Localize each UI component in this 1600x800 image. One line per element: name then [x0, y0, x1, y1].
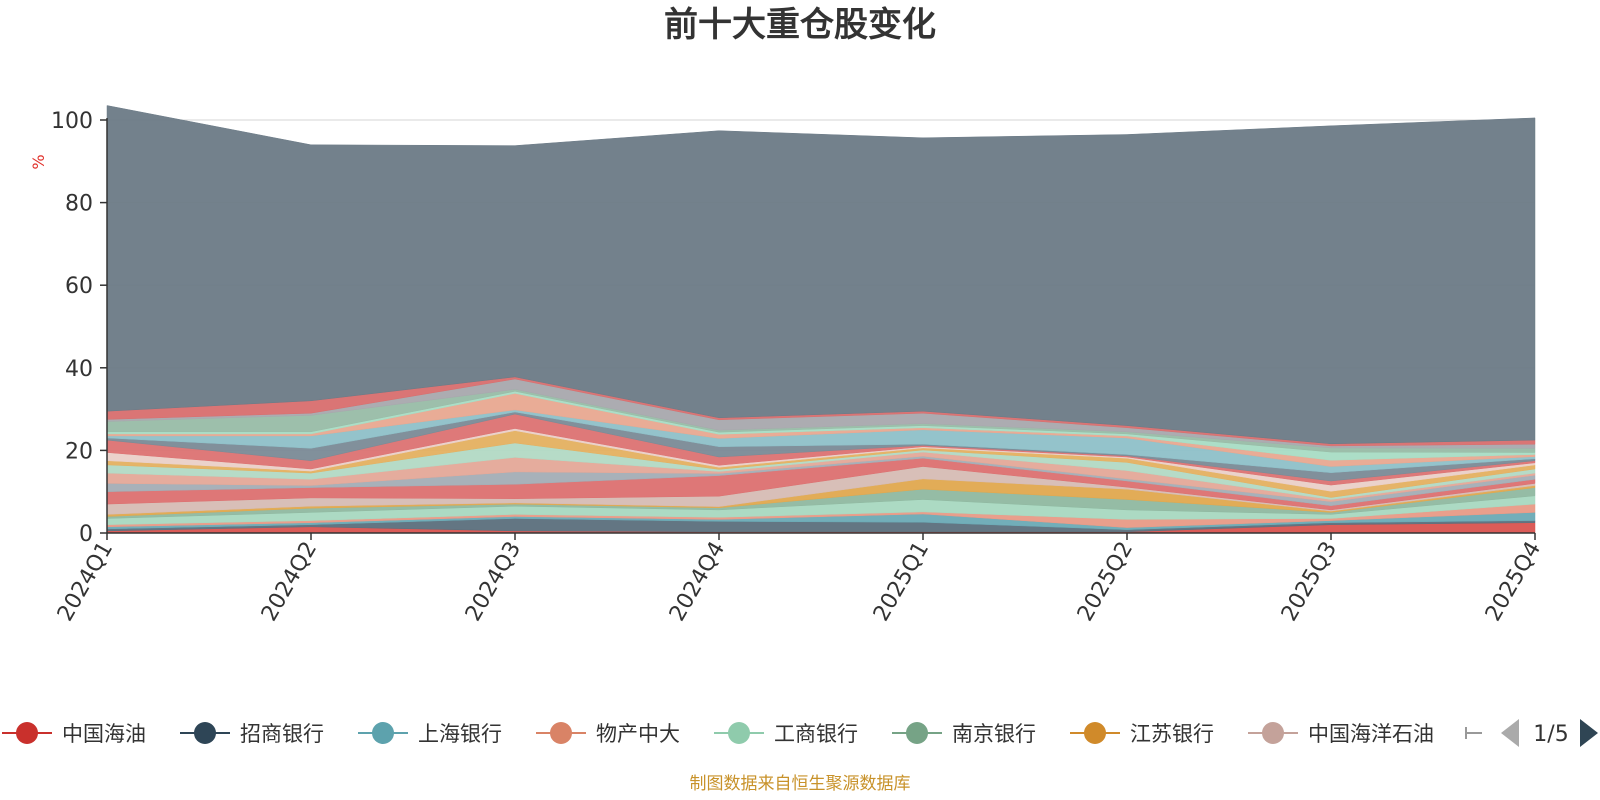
legend-label: 上海银行 — [418, 722, 502, 746]
x-tick-label: 2024Q4 — [665, 538, 730, 626]
x-tick-label: 2025Q1 — [869, 538, 934, 626]
legend-item[interactable]: 中国海油 — [2, 722, 146, 746]
legend-item[interactable]: 物产中大 — [536, 722, 680, 746]
legend-next-page-icon[interactable] — [1580, 719, 1598, 747]
legend-circle-icon — [1084, 722, 1106, 744]
data-source-note: 制图数据来自恒生聚源数据库 — [690, 774, 911, 794]
legend-label: 中国海油 — [62, 722, 146, 746]
legend-item[interactable]: 工商银行 — [714, 722, 858, 746]
x-tick-label: 2024Q3 — [461, 538, 526, 626]
legend-prev-page-icon[interactable] — [1501, 719, 1519, 747]
area-series-layer — [106, 105, 1536, 534]
x-tick-label: 2025Q4 — [1481, 538, 1546, 626]
y-tick-label: 100 — [51, 109, 93, 134]
legend-circle-icon — [1262, 722, 1284, 744]
chart-title: 前十大重仓股变化 — [664, 5, 936, 45]
legend[interactable]: 中国海油 招商银行 上海银行 物产中大 工商银行 南京银行 江苏银行 中国海洋石油 1/5 — [2, 719, 1598, 747]
x-tick-label: 2024Q1 — [53, 538, 118, 626]
y-tick-label: 60 — [65, 274, 93, 299]
y-tick-label: 80 — [65, 192, 93, 217]
legend-circle-icon — [550, 722, 572, 744]
legend-circle-icon — [372, 722, 394, 744]
legend-page-indicator: 1/5 — [1533, 722, 1568, 747]
legend-item[interactable]: 江苏银行 — [1070, 722, 1214, 746]
x-tick-label: 2025Q2 — [1073, 538, 1138, 626]
x-tick-label: 2024Q2 — [257, 538, 322, 626]
legend-item[interactable]: 上海银行 — [358, 722, 502, 746]
y-axis-unit: % — [29, 154, 48, 169]
legend-label: 工商银行 — [774, 722, 858, 746]
legend-label: 中国海洋石油 — [1308, 722, 1434, 746]
legend-label: 物产中大 — [596, 722, 680, 746]
legend-label: 江苏银行 — [1130, 722, 1214, 746]
y-tick-label: 0 — [79, 522, 93, 547]
area-series-22 — [106, 105, 1536, 445]
x-tick-label: 2025Q3 — [1277, 538, 1342, 626]
legend-label: 招商银行 — [240, 722, 324, 746]
legend-item[interactable]: 中国海洋石油 — [1248, 722, 1434, 746]
legend-label: 南京银行 — [952, 722, 1036, 746]
legend-circle-icon — [16, 722, 38, 744]
legend-circle-icon — [906, 722, 928, 744]
legend-circle-icon — [728, 722, 750, 744]
y-tick-label: 20 — [65, 439, 93, 464]
legend-circle-icon — [194, 722, 216, 744]
legend-item[interactable]: 南京银行 — [892, 722, 1036, 746]
legend-item[interactable]: 招商银行 — [180, 722, 324, 746]
y-tick-label: 40 — [65, 357, 93, 382]
